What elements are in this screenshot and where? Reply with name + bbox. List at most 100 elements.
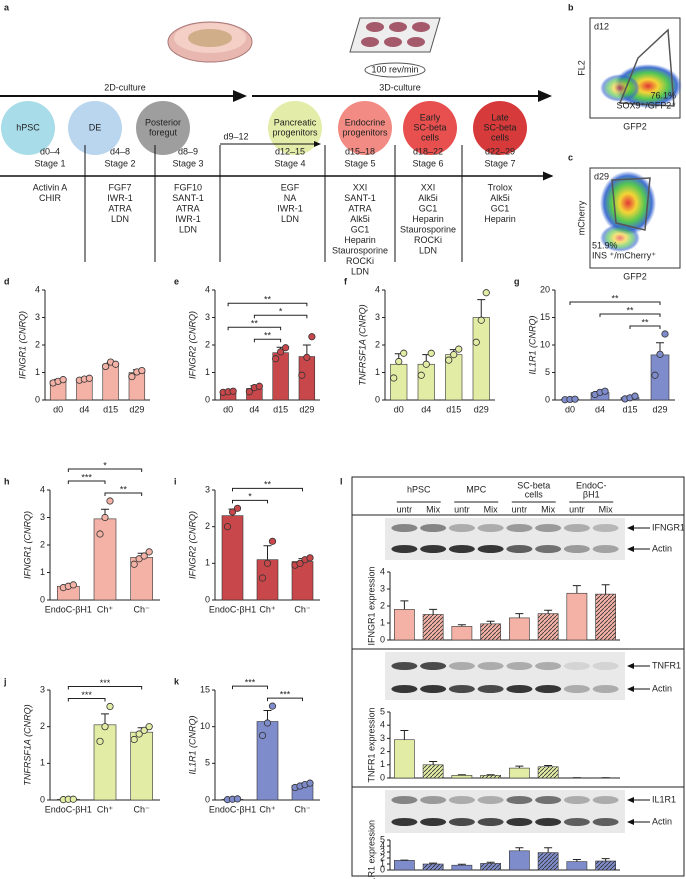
data-point [395,357,403,366]
group-label: SC-beta [517,480,550,490]
error-bar [515,613,524,618]
y-tick-label: 1 [205,367,210,377]
panel-label: g [514,276,520,286]
y-tick-label: 3 [40,684,45,694]
error-bar [429,608,438,615]
significance-bracket [599,313,661,317]
error-bar [572,585,581,594]
bar [509,850,530,871]
x-tick-label: EndoC-βH1 [45,804,92,814]
data-point [59,376,67,384]
data-point [96,737,104,745]
factor: Alk5i [490,193,510,203]
y-axis-label: IFNGR2 (CNRQ) [187,311,197,379]
bar [422,614,444,641]
factor: LDN [281,214,299,224]
bar [480,623,501,641]
significance-label: *** [81,472,92,482]
blot-band [592,524,619,532]
bar [451,626,473,641]
blot-band [535,524,562,532]
cell-label: progenitors [342,127,388,137]
group-label: cells [525,489,544,499]
error-bar [515,765,524,769]
data-point [85,374,93,382]
cell-stage [136,101,190,155]
significance-bracket [232,487,303,492]
band-label: Actin [652,816,672,826]
y-tick-label: 1 [40,567,45,577]
flow-gate: INS ⁺/mCherry⁺ [592,250,656,260]
data-point [245,388,253,396]
factor: IWR-1 [175,214,201,224]
error-bar [400,600,409,610]
data-point [427,349,435,357]
factor: FGF7 [108,182,131,192]
flow-percent: 76.1% [650,90,676,100]
panel-label: b [568,2,574,12]
y-tick-label: 0 [205,594,210,604]
x-tick-label: Ch⁺ [259,804,276,814]
y-tick-label: 0 [205,794,210,804]
stage-name: Stage 4 [274,158,305,168]
cell-label: Pancreatic [274,117,317,127]
significance-label: ** [611,293,619,303]
cell-label: Posterior [145,117,181,127]
factor: XXI [421,182,436,192]
data-point [571,395,579,403]
factor: IWR-1 [277,203,303,213]
y-tick-label: 4 [205,284,210,294]
y-tick-label: 2 [375,339,380,349]
factor: Heparin [484,214,516,224]
data-point [101,723,109,731]
cell-label: SC-beta [413,122,446,132]
bar [394,609,415,641]
stage-name: Stage 3 [172,158,203,168]
bar [537,766,559,779]
significance-label: * [279,307,283,317]
bar [566,592,588,641]
data-point [223,523,232,531]
factor: CHIR [39,193,61,203]
x-tick-label: Ch⁻ [294,604,311,614]
significance-label: *** [245,678,256,688]
blot-band [420,662,447,670]
petri-dish [167,21,253,63]
blot [385,790,625,833]
data-point [233,795,242,803]
lane-label: untr [569,504,585,514]
data-point [145,723,153,731]
data-point [140,726,148,734]
significance-label: * [248,492,252,502]
factor: SANT-1 [172,193,204,203]
panel-label: h [4,476,10,486]
blot-band [448,796,475,804]
blot [385,518,625,560]
data-point [631,392,639,400]
stage-days: d18–22 [413,146,443,156]
x-tick-label: Ch⁻ [134,804,151,814]
significance-bracket [67,468,143,472]
panel-label: i [174,476,177,486]
bar [509,767,530,779]
error-bar [477,299,486,318]
flow-day: d29 [594,171,609,181]
cell-label: Late [491,112,509,122]
cell-stage [338,101,392,155]
flow-ylabel: FL2 [576,60,586,76]
data-point [112,360,120,368]
x-tick-label: d4 [249,404,259,414]
band-label: IFNGR1 [652,522,685,532]
error-bar [101,713,109,725]
blot-band [535,545,562,553]
factor: FGF10 [174,182,202,192]
flow-xlabel: GFP2 [623,121,647,131]
blot [385,652,625,700]
factor: ATRA [108,203,131,213]
factor: ATRA [176,203,199,213]
data-point [258,731,267,740]
y-tick-label: 2 [40,721,45,731]
significance-bracket [104,492,143,496]
y-tick-label: 2 [380,852,385,862]
blot-band [448,685,475,693]
